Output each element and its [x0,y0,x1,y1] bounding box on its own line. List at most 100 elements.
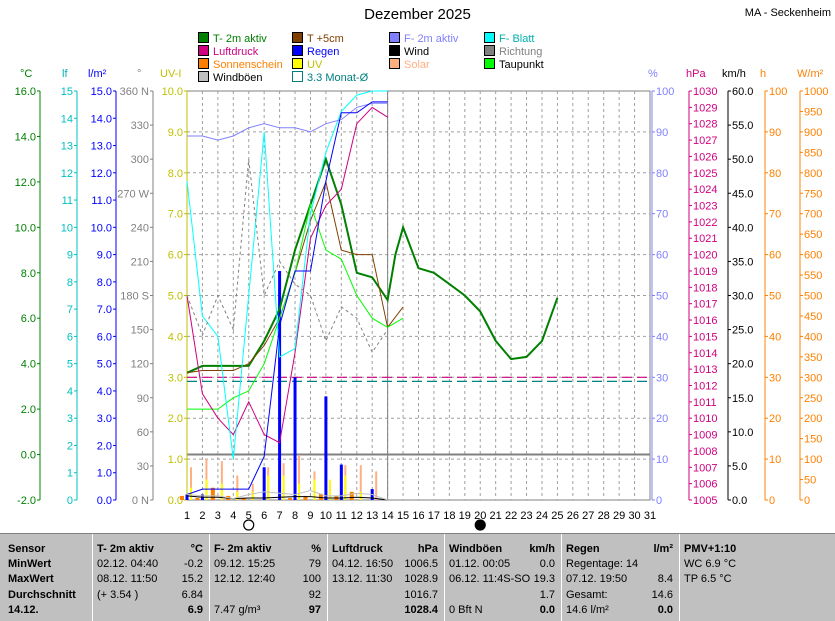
rain-axis-tick-label: 1.0 [97,468,112,480]
wind-axis-tick-label: 25.0 [732,325,753,337]
legend-label: Sonnenschein [213,59,283,71]
lf-axis-tick-label: 4 [67,386,73,398]
rain-axis-tick-label: 13.0 [91,141,112,153]
stats-row-label: TP 6.5 °C [684,573,732,585]
solar-axis-tick-label: 300 [804,372,822,384]
stats-header: Regen [566,543,600,555]
uv-unit: UV-I [160,68,182,80]
lf-unit: lf [62,68,68,80]
stats-column: Luftdruck hPa 04.12. 16:50 1006.5 13.12. 11:… [327,534,444,621]
solar-axis-tick-label: 350 [804,352,822,364]
stats-row-note: 12.12. 12:40 [214,573,276,585]
kmh-unit: km/h [722,68,746,80]
full-moon-icon [243,519,255,531]
pressure-axis-tick-label: 1009 [693,430,717,442]
x-tick-label: 18 [443,510,455,522]
stats-column: PMV+1:10 WC 6.9 °C TP 6.5 °C [679,534,795,621]
solar-axis-tick-label: 100 [804,454,822,466]
direction-axis-tick-label: 30 [137,461,149,473]
temp-axis-tick-label: 12.0 [15,177,36,189]
rain-axis-tick-label: 3.0 [97,413,112,425]
lf-axis-tick-label: 11 [62,195,73,207]
bar-uv [328,479,331,500]
stats-row-value: 0.0 [539,558,555,570]
lf-axis-tick-label: 5 [67,359,73,371]
wind-axis-tick-label: 20.0 [732,359,753,371]
bar-sonnenschein [349,491,354,500]
rain-axis-tick-label: 8.0 [97,277,112,289]
bar-solar [298,455,301,500]
temp-axis-tick-label: 14.0 [15,131,36,143]
series-line [186,495,388,501]
series-line [186,90,388,460]
temp-axis-tick-label: -2.0 [17,495,36,507]
legend-swatch [292,71,303,82]
pressure-axis-tick-label: 1008 [693,446,717,458]
stats-row-note: 04.12. 16:50 [332,558,394,570]
stats-row-note: Regentage: 14 [566,558,639,570]
uv-axis-tick-label: 5.0 [168,291,183,303]
legend-swatch [484,45,495,56]
legend-label: Luftdruck [213,46,259,58]
rain-axis-tick-label: 10.0 [91,222,112,234]
hpa-unit: hPa [686,68,706,80]
x-tick-label: 30 [628,510,640,522]
legend-item: Regen [292,45,339,58]
sun-axis-tick-label: 0 [769,495,775,507]
legend-item: Wind [389,45,429,58]
rain-axis-tick-label: 11.0 [91,195,112,207]
legend-label: T- 2m aktiv [213,33,267,45]
lf-axis-tick-label: 15 [61,86,73,98]
direction-axis-tick-label: 60 [137,427,149,439]
wind-axis-tick-label: 0.0 [732,495,747,507]
humidity-axis-tick-label: 100 [656,86,674,98]
dir-unit: ° [137,68,142,80]
stats-row-value: 19.3 [533,573,555,585]
stats-row-value: 1028.9 [404,573,438,585]
sun-unit: h [760,68,767,80]
bar-uv [236,491,239,500]
stats-row-value: 1028.4 [404,604,438,616]
rain-axis-tick-label: 2.0 [97,440,112,452]
wind-axis-tick-label: 35.0 [732,256,753,268]
bar-sonnenschein [210,487,215,500]
legend-swatch [389,58,400,69]
temp-axis-tick-label: 16.0 [15,86,36,98]
pressure-axis-tick-label: 1030 [693,86,717,98]
solar-axis-tick-label: 1000 [804,86,828,98]
stats-row-note: 09.12. 15:25 [214,558,276,570]
rain-axis-tick-label: 4.0 [97,386,112,398]
x-tick-label: 12 [351,510,363,522]
humidity-axis-tick-label: 90 [656,127,668,139]
uv-axis-tick-label: 2.0 [168,413,183,425]
solar-axis-tick-label: 800 [804,168,822,180]
sun-axis-tick-label: 50 [769,291,781,303]
uv-axis-tick-label: 7.0 [168,209,183,221]
x-tick-label: 8 [292,510,298,522]
legend-swatch [198,45,209,56]
stats-column: F- 2m aktiv% 09.12. 15:25 79 12.12. 12:40 10… [209,534,327,621]
legend-swatch [198,58,209,69]
new-moon-icon [474,519,486,531]
lf-axis-tick-label: 10 [61,222,73,234]
legend-swatch [198,71,209,82]
humidity-axis-tick-label: 50 [656,291,668,303]
x-tick-label: 20 [474,510,486,522]
stats-row-value: 6.9 [187,604,203,616]
stats-row-label: MaxWert [8,573,54,585]
chart-title: Dezember 2025 [364,6,471,23]
uv-axis-tick-label: 10.0 [162,86,183,98]
x-tick-label: 29 [613,510,625,522]
stats-row-note: 06.12. 11:4S-SO [449,573,531,585]
x-tick-label: 21 [490,510,502,522]
stats-row-value: 1.7 [539,589,555,601]
x-tick-label: 7 [277,510,283,522]
pressure-axis-tick-label: 1016 [693,315,717,327]
solar-axis-tick-label: 900 [804,127,822,139]
stats-column: Windböen km/h 01.12. 00:05 0.0 06.12. 11:4S-… [444,534,561,621]
stats-row-value: -0.2 [184,558,203,570]
legend-label: Taupunkt [499,59,544,71]
bar-regen [278,270,282,500]
stats-row-note: 14.6 l/m² [566,604,609,616]
rain-axis-tick-label: 15.0 [91,86,112,98]
